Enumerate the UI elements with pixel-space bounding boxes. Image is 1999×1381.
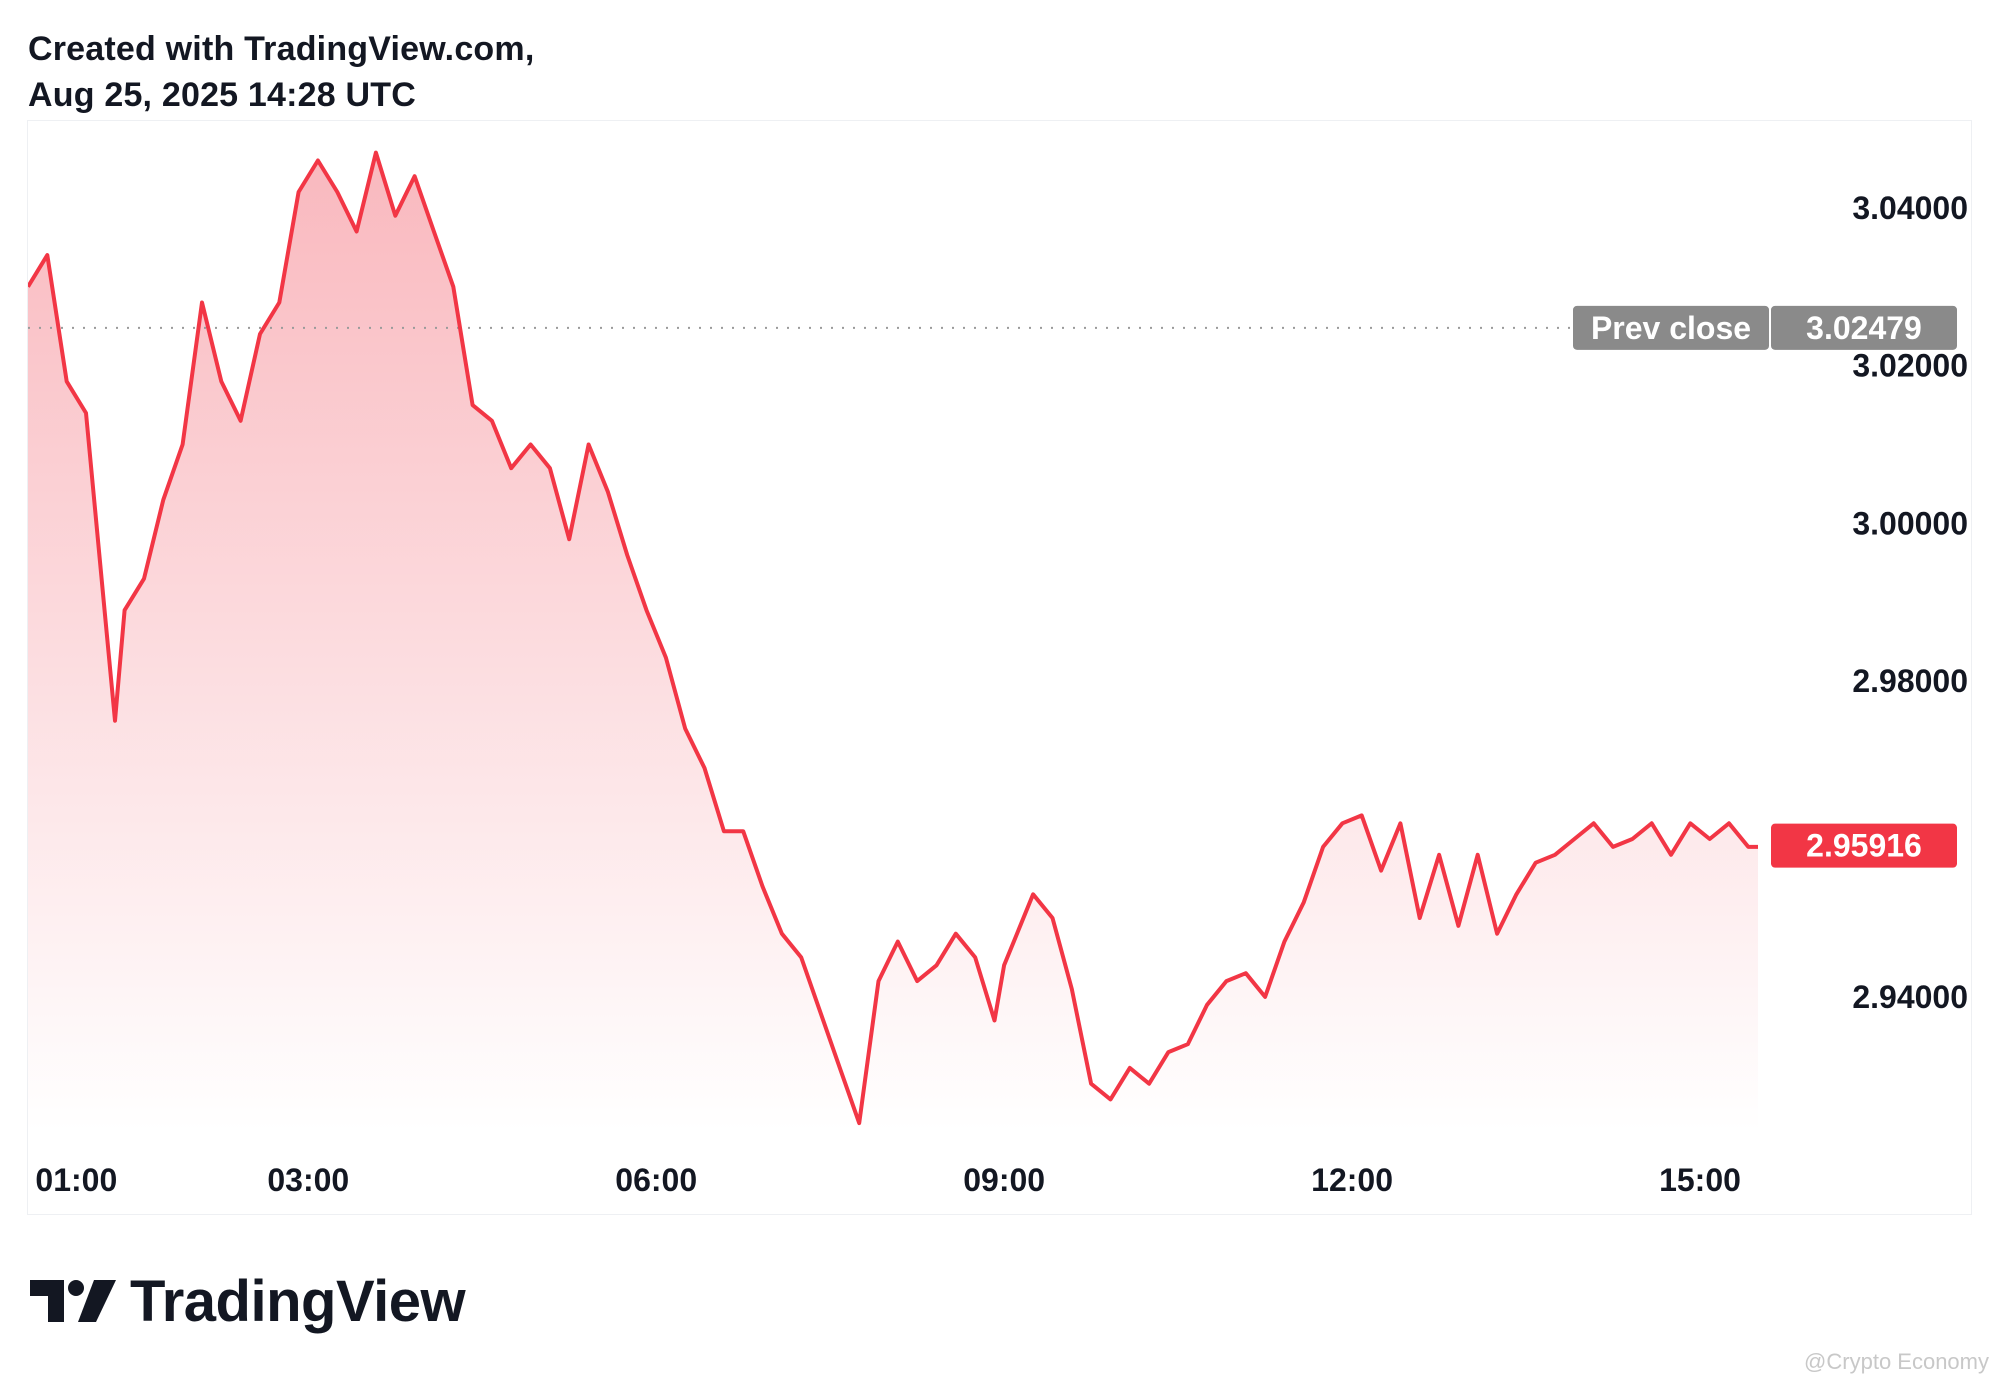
y-tick-label: 3.00000: [1852, 505, 1968, 541]
y-tick-label: 3.04000: [1852, 190, 1968, 226]
prev-close-label-badge: Prev close: [1573, 305, 1769, 350]
y-tick-label: 2.98000: [1852, 663, 1968, 699]
last-price-badge-text: 2.95916: [1806, 828, 1922, 864]
y-axis: 3.04000 3.02000 3.00000 2.98000 2.94000: [1852, 190, 1968, 1015]
x-tick-label: 09:00: [963, 1162, 1045, 1198]
created-with-text: Created with TradingView.com,: [28, 30, 535, 68]
x-tick-label: 06:00: [615, 1162, 697, 1198]
x-tick-label: 03:00: [267, 1162, 349, 1198]
price-chart: 3.04000 3.02000 3.00000 2.98000 2.94000 01:0…: [28, 150, 1968, 1198]
timestamp-text: Aug 25, 2025 14:28 UTC: [28, 76, 417, 114]
chart-header: Created with TradingView.com, Aug 25, 20…: [28, 26, 534, 118]
price-area-fill: [28, 152, 1758, 1132]
watermark: @Crypto Economy: [1804, 1349, 1989, 1374]
prev-close-value-badge: 3.02479: [1771, 305, 1957, 350]
prev-close-value-badge-text: 3.02479: [1806, 310, 1922, 346]
y-tick-label: 3.02000: [1852, 348, 1968, 384]
x-tick-label: 12:00: [1311, 1162, 1393, 1198]
x-tick-label: 01:00: [35, 1162, 117, 1198]
x-axis: 01:00 03:00 06:00 09:00 12:00 15:00: [35, 1162, 1741, 1198]
y-tick-label: 2.94000: [1852, 979, 1968, 1015]
price-line: [28, 150, 1758, 1126]
prev-close-label-badge-text: Prev close: [1591, 310, 1751, 346]
chart-area: 3.04000 3.02000 3.00000 2.98000 2.94000 01:0…: [27, 120, 1972, 1215]
brand-name: TradingView: [130, 1268, 466, 1334]
tradingview-brand: TradingView: [30, 1266, 466, 1336]
x-tick-label: 15:00: [1659, 1162, 1741, 1198]
tradingview-logo-icon: [30, 1280, 116, 1322]
last-price-badge: 2.95916: [1771, 823, 1957, 868]
